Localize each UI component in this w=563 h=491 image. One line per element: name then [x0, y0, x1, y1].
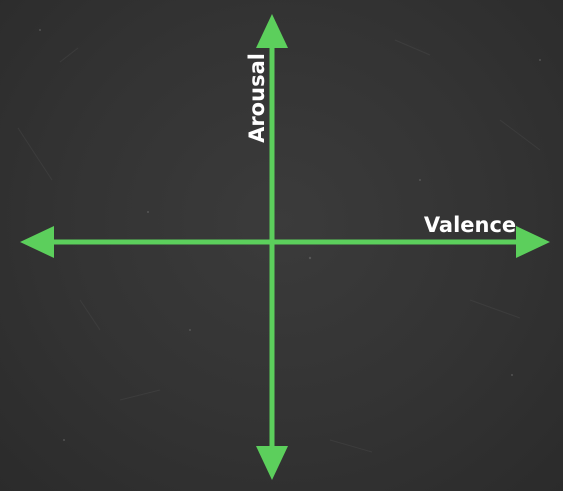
- arousal-axis-label: Arousal: [245, 53, 269, 143]
- valence-axis-label: Valence: [424, 213, 516, 237]
- horizontal-axis-right-arrowhead: [516, 226, 550, 258]
- vertical-axis-bottom-arrowhead: [256, 446, 288, 480]
- horizontal-axis-left-arrowhead: [20, 226, 54, 258]
- chalk-texture: [17, 39, 541, 453]
- vertical-axis-top-arrowhead: [256, 14, 288, 48]
- chalk-specks: [39, 29, 541, 441]
